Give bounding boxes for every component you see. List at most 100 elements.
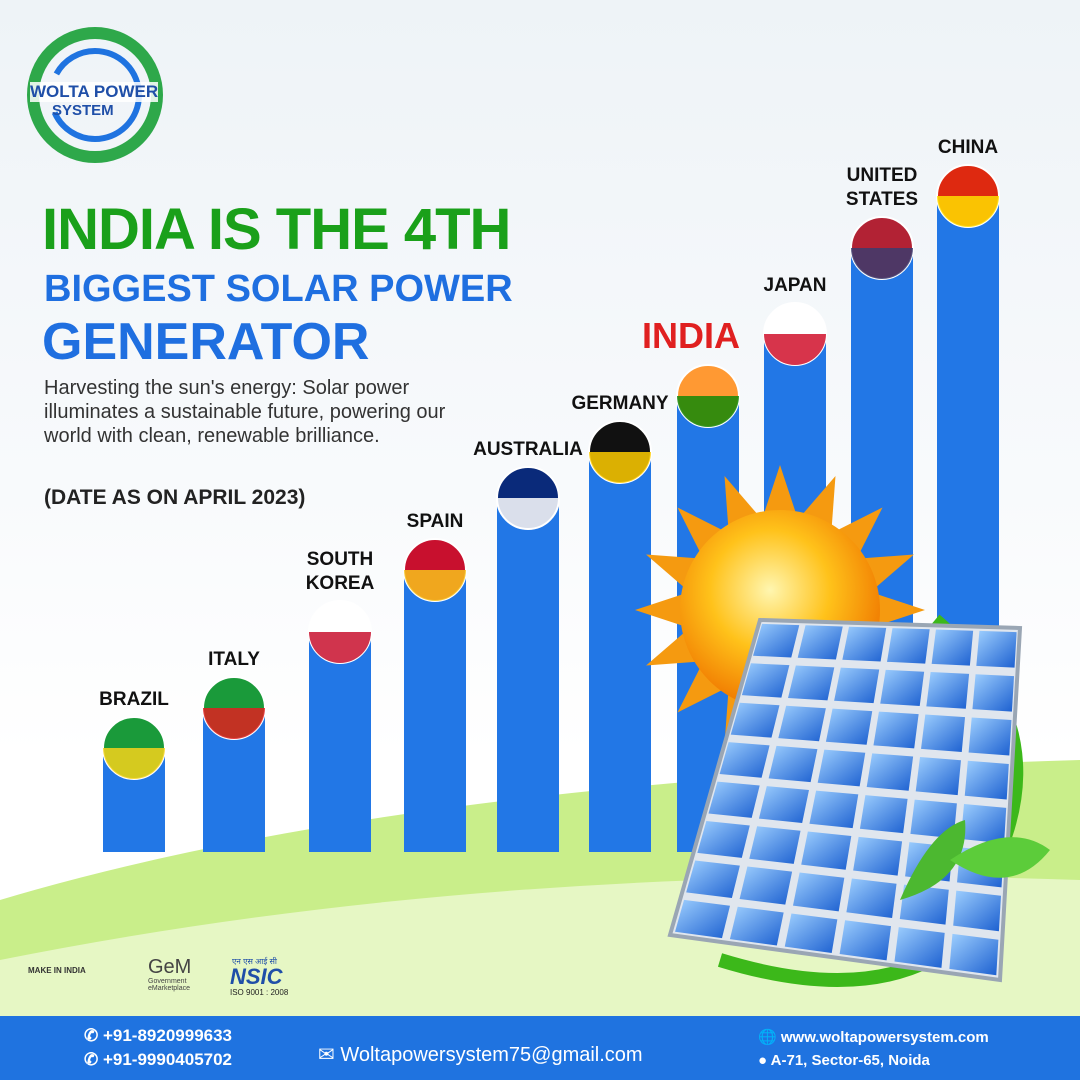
panel-cell xyxy=(719,742,770,778)
panel-cell xyxy=(739,866,793,905)
country-label: SPAIN xyxy=(406,511,464,532)
phone: ✆ +91-9990405702 xyxy=(84,1050,233,1069)
bar xyxy=(309,632,371,852)
panel-cell xyxy=(801,831,852,870)
sun-ray xyxy=(635,592,687,628)
leaf xyxy=(950,837,1050,878)
panel-cell xyxy=(931,629,974,666)
headline: INDIA IS THE 4TH xyxy=(42,197,511,262)
panel-cell xyxy=(675,899,730,939)
email: ✉ Woltapowersystem75@gmail.com xyxy=(318,1044,643,1066)
panel-cell xyxy=(894,927,945,968)
badge-sub: ISO 9001 : 2008 xyxy=(230,988,289,997)
panel-cell xyxy=(825,708,873,745)
flag-detail xyxy=(103,748,165,779)
panel-cell xyxy=(886,628,930,664)
panel-cell xyxy=(741,663,790,698)
panel-cell xyxy=(753,623,800,658)
panel-cell xyxy=(915,757,961,796)
country-label: AUSTRALIA xyxy=(473,439,583,460)
panel-cell xyxy=(880,669,925,706)
flag-detail xyxy=(851,248,913,279)
panel-cell xyxy=(953,890,1001,932)
phone-text: +91-8920999633 xyxy=(102,1026,233,1045)
body-text: Harvesting the sun's energy: Solar power… xyxy=(44,377,446,447)
country-label: UNITED STATES xyxy=(845,165,919,210)
panel-cell xyxy=(778,705,826,742)
panel-cell xyxy=(758,786,809,823)
panel-cell xyxy=(853,836,903,876)
country-label: INDIA xyxy=(642,315,740,356)
sun-ray xyxy=(762,465,798,517)
panel-cell xyxy=(784,913,838,953)
panel-cell xyxy=(797,625,843,660)
badge: एन एस आई सी xyxy=(232,957,277,966)
panel-cell xyxy=(960,804,1007,844)
bar xyxy=(404,570,466,852)
panel-cell xyxy=(972,674,1015,712)
brand-name: WOLTA POWER xyxy=(30,82,159,102)
panel-cell xyxy=(846,878,897,918)
badge-sub: Government eMarketplace xyxy=(148,978,191,992)
address-text: A-71, Sector-65, Noida xyxy=(770,1052,930,1069)
panel-cell xyxy=(788,665,835,701)
phone-text: +91-9990405702 xyxy=(102,1050,233,1069)
panel-cell xyxy=(697,821,750,858)
flag-detail xyxy=(497,498,559,529)
panel-cell xyxy=(921,714,966,752)
panel-cell xyxy=(968,717,1012,756)
flag-detail xyxy=(203,708,265,739)
panel-cell xyxy=(976,630,1017,668)
panel-cell xyxy=(730,702,780,738)
badge: GeM xyxy=(148,956,192,978)
headline: BIGGEST SOLAR POWER xyxy=(44,268,513,310)
date-note: (DATE AS ON APRIL 2023) xyxy=(44,486,306,509)
panel-cell xyxy=(834,667,880,704)
address: ● A-71, Sector-65, Noida xyxy=(758,1052,930,1069)
headline: GENERATOR xyxy=(42,313,370,371)
brand-sub: SYSTEM xyxy=(52,102,114,119)
footer-bar xyxy=(0,1016,1080,1080)
panel-cell xyxy=(873,711,919,749)
panel-cell xyxy=(749,826,801,864)
panel-cell xyxy=(859,795,908,834)
country-label: CHINA xyxy=(937,137,999,158)
panel-cell xyxy=(964,760,1009,800)
flag-detail xyxy=(764,334,826,365)
country-label: SOUTH KOREA xyxy=(305,549,375,594)
flag-detail xyxy=(404,570,466,601)
country-label: BRAZIL xyxy=(99,689,169,710)
country-label: ITALY xyxy=(208,649,260,670)
country-label: GERMANY xyxy=(571,393,669,414)
panel-cell xyxy=(949,933,999,976)
badge: NSIC xyxy=(230,964,283,989)
panel-cell xyxy=(839,920,892,961)
flag-detail xyxy=(589,452,651,483)
country-label: JAPAN xyxy=(763,275,827,296)
sun-ray xyxy=(873,592,925,628)
flag-detail xyxy=(677,396,739,427)
badge: MAKE IN INDIA xyxy=(28,966,86,975)
website: 🌐 www.woltapowersystem.com xyxy=(758,1029,989,1046)
panel-cell xyxy=(768,745,818,783)
panel-cell xyxy=(686,860,740,899)
panel-cell xyxy=(708,781,760,818)
flag-detail xyxy=(309,632,371,663)
solar-panel xyxy=(667,617,1023,983)
panel-cell xyxy=(926,672,970,709)
email-text: Woltapowersystem75@gmail.com xyxy=(340,1044,643,1066)
panel-cell xyxy=(842,626,887,662)
phone: ✆ +91-8920999633 xyxy=(84,1026,233,1045)
website-text: www.woltapowersystem.com xyxy=(780,1029,989,1046)
bar xyxy=(497,498,559,852)
panel-cell xyxy=(809,790,859,829)
bar xyxy=(589,452,651,852)
panel-cell xyxy=(910,799,957,839)
panel-cell xyxy=(866,753,914,791)
flag-detail xyxy=(937,196,999,227)
panel-cell xyxy=(729,906,784,946)
panel-cell xyxy=(792,872,845,912)
leaf xyxy=(900,820,966,900)
